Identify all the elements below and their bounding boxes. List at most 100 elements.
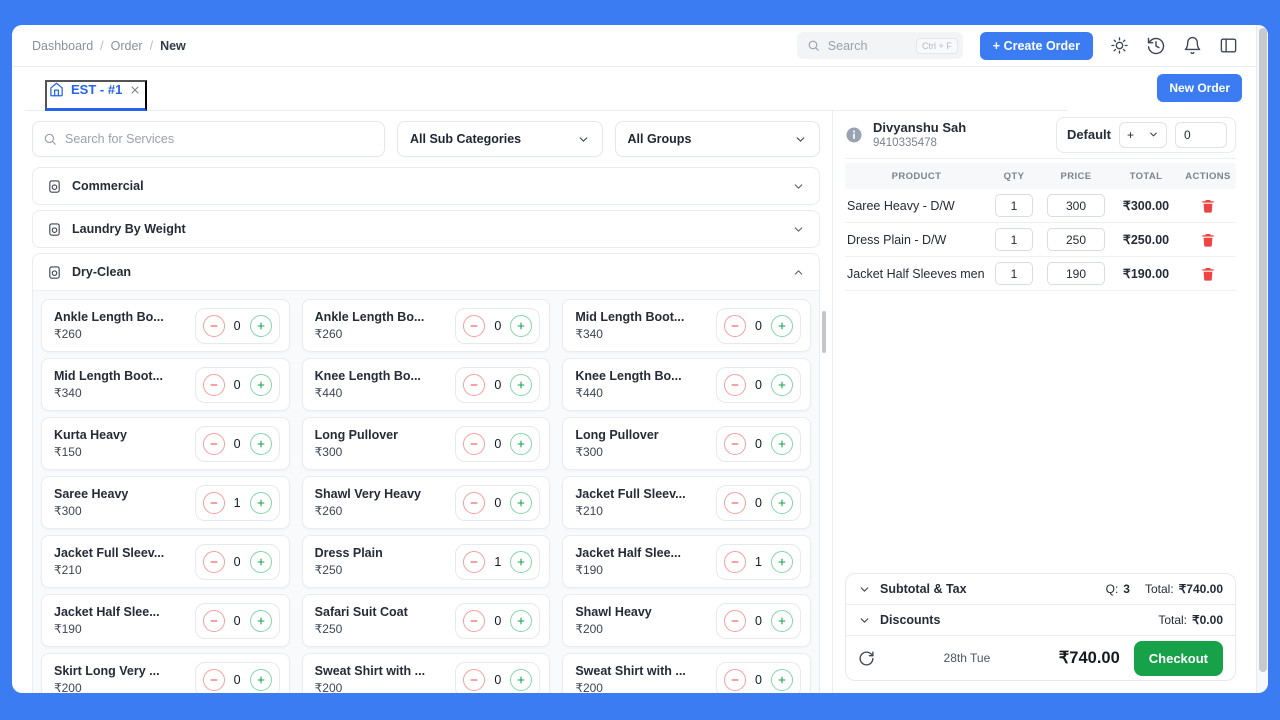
- decrement-button[interactable]: [463, 550, 486, 573]
- increment-button[interactable]: [249, 373, 272, 396]
- quantity-value: 0: [494, 672, 502, 687]
- increment-button[interactable]: [771, 314, 793, 337]
- chevron-down-icon: [794, 133, 807, 146]
- section-laundry-header[interactable]: Laundry By Weight: [33, 211, 819, 247]
- delete-item-button[interactable]: [1200, 198, 1216, 214]
- decrement-button[interactable]: [202, 314, 225, 337]
- order-item-name: Dress Plain - D/W: [847, 232, 947, 247]
- history-button[interactable]: [1146, 36, 1166, 56]
- service-search-input[interactable]: [65, 132, 374, 146]
- decrement-button[interactable]: [724, 609, 746, 632]
- qty-input[interactable]: [995, 262, 1033, 285]
- groups-select[interactable]: All Groups: [614, 121, 820, 157]
- notifications-button[interactable]: [1183, 36, 1202, 55]
- create-order-button[interactable]: + Create Order: [979, 31, 1093, 60]
- refresh-button[interactable]: [858, 650, 875, 667]
- qty-input[interactable]: [995, 194, 1033, 217]
- decrement-button[interactable]: [202, 550, 225, 573]
- breadcrumb-order[interactable]: Order: [110, 38, 143, 53]
- quantity-stepper: 0: [455, 366, 541, 403]
- order-panel: Divyanshu Sah 9410335478 Default + PRODU…: [833, 111, 1268, 693]
- decrement-button[interactable]: [463, 491, 486, 514]
- decrement-button[interactable]: [724, 314, 746, 337]
- product-grid: Ankle Length Bo... ₹260 0 Ankle Length B…: [33, 290, 819, 693]
- product-card: Shawl Heavy ₹200 0: [562, 594, 811, 647]
- price-input[interactable]: [1047, 228, 1105, 251]
- delete-item-button[interactable]: [1200, 266, 1216, 282]
- grid-scrollbar[interactable]: [822, 311, 826, 353]
- qty-input[interactable]: [995, 228, 1033, 251]
- increment-button[interactable]: [510, 491, 533, 514]
- section-commercial-header[interactable]: Commercial: [33, 168, 819, 204]
- price-input[interactable]: [1047, 194, 1105, 217]
- decrement-button[interactable]: [202, 491, 225, 514]
- increment-button[interactable]: [510, 432, 533, 455]
- decrement-button[interactable]: [724, 491, 746, 514]
- product-card-info: Jacket Full Sleev... ₹210: [575, 487, 685, 518]
- product-price: ₹200: [575, 681, 603, 693]
- subtotal-row[interactable]: Subtotal & Tax Q: 3 Total: ₹740.00: [846, 574, 1235, 605]
- decrement-button[interactable]: [724, 432, 746, 455]
- increment-button[interactable]: [510, 550, 533, 573]
- vertical-scrollbar[interactable]: [1256, 25, 1268, 693]
- theme-toggle-button[interactable]: [1110, 36, 1129, 55]
- product-price: ₹340: [54, 386, 82, 400]
- main-content: All Sub Categories All Groups: [12, 111, 1268, 693]
- increment-button[interactable]: [771, 432, 793, 455]
- discounts-row[interactable]: Discounts Total: ₹0.00: [846, 605, 1235, 636]
- decrement-button[interactable]: [463, 314, 486, 337]
- increment-button[interactable]: [771, 609, 793, 632]
- delete-item-button[interactable]: [1200, 232, 1216, 248]
- product-name: Skirt Long Very ...: [54, 664, 160, 678]
- scrollbar-thumb[interactable]: [1259, 28, 1267, 672]
- increment-button[interactable]: [771, 668, 793, 691]
- sub-categories-select[interactable]: All Sub Categories: [397, 121, 603, 157]
- decrement-button[interactable]: [202, 373, 225, 396]
- decrement-button[interactable]: [724, 668, 746, 691]
- increment-button[interactable]: [249, 550, 272, 573]
- global-search-button[interactable]: Search Ctrl + F: [796, 32, 963, 59]
- new-order-button[interactable]: New Order: [1157, 74, 1242, 102]
- tab-est-1[interactable]: EST - #1: [45, 80, 148, 111]
- panel-toggle-button[interactable]: [1219, 36, 1238, 55]
- decrement-button[interactable]: [463, 432, 486, 455]
- quantity-value: 0: [494, 495, 502, 510]
- increment-button[interactable]: [510, 668, 533, 691]
- increment-button[interactable]: [249, 668, 272, 691]
- increment-button[interactable]: [249, 491, 272, 514]
- order-table-header: PRODUCT QTY PRICE TOTAL ACTIONS: [845, 163, 1236, 189]
- decrement-button[interactable]: [463, 668, 486, 691]
- delivery-date[interactable]: 28th Tue: [943, 651, 991, 665]
- section-dry-clean-header[interactable]: Dry-Clean: [33, 254, 819, 290]
- increment-button[interactable]: [771, 373, 793, 396]
- decrement-button[interactable]: [202, 609, 225, 632]
- checkout-button[interactable]: Checkout: [1133, 640, 1223, 676]
- increment-button[interactable]: [771, 550, 793, 573]
- increment-button[interactable]: [510, 314, 533, 337]
- price-input[interactable]: [1047, 262, 1105, 285]
- decrement-button[interactable]: [463, 609, 486, 632]
- trash-icon: [1200, 266, 1216, 282]
- increment-button[interactable]: [510, 373, 533, 396]
- modifier-amount-input[interactable]: [1175, 121, 1227, 148]
- product-name: Saree Heavy: [54, 487, 129, 501]
- decrement-button[interactable]: [724, 550, 746, 573]
- modifier-select[interactable]: +: [1119, 121, 1167, 148]
- increment-button[interactable]: [510, 609, 533, 632]
- product-card-info: Long Pullover ₹300: [575, 428, 658, 459]
- increment-button[interactable]: [249, 314, 272, 337]
- increment-button[interactable]: [249, 609, 272, 632]
- decrement-button[interactable]: [202, 432, 225, 455]
- decrement-button[interactable]: [724, 373, 746, 396]
- close-tab-icon[interactable]: [129, 84, 141, 96]
- increment-button[interactable]: [249, 432, 272, 455]
- increment-button[interactable]: [771, 491, 793, 514]
- decrement-button[interactable]: [202, 668, 225, 691]
- col-product: PRODUCT: [891, 170, 942, 182]
- quantity-value: 0: [233, 436, 241, 451]
- product-card: Skirt Long Very ... ₹200 0: [41, 653, 290, 693]
- decrement-button[interactable]: [463, 373, 486, 396]
- info-icon[interactable]: [845, 126, 863, 144]
- washing-machine-icon: [47, 179, 62, 194]
- breadcrumb-dashboard[interactable]: Dashboard: [32, 38, 94, 53]
